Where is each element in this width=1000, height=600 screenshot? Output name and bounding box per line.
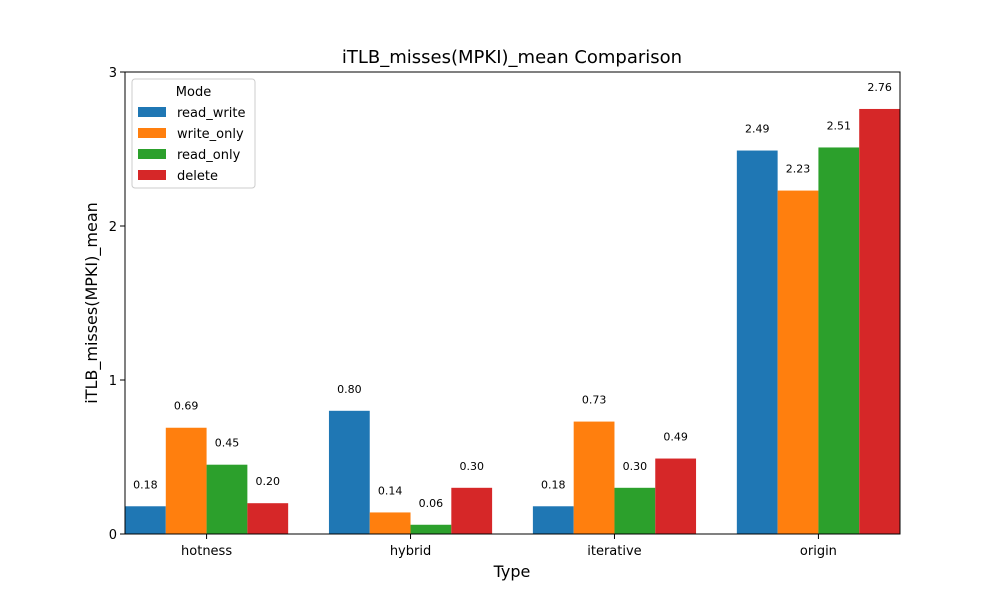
bar-delete-hybrid — [451, 487, 493, 534]
bars-layer — [125, 108, 900, 535]
bar-read_only-iterative — [614, 487, 656, 534]
bar-write_only-hybrid — [369, 512, 411, 534]
data-label-write_only-origin: 2.23 — [786, 163, 811, 176]
bar-write_only-iterative — [573, 421, 615, 534]
y-axis-title: iTLB_misses(MPKI)_mean — [82, 202, 102, 404]
data-label-read_write-origin: 2.49 — [745, 123, 770, 136]
legend-swatch-read_only — [138, 149, 166, 159]
data-label-read_write-iterative: 0.18 — [541, 478, 566, 491]
x-tick-label-hybrid: hybrid — [390, 544, 431, 559]
data-labels-layer: 0.18 0.80 0.18 2.49 0.69 0.14 0.73 2.23 0.45 0.06… — [133, 81, 892, 510]
x-tick-label-origin: origin — [800, 544, 837, 559]
x-tick-label-iterative: iterative — [587, 544, 641, 559]
legend-label-read_only: read_only — [177, 148, 241, 163]
legend-box — [131, 78, 256, 189]
bar-delete-hotness — [247, 503, 289, 534]
legend-swatch-write_only — [138, 128, 166, 138]
bar-read_only-hotness — [206, 464, 248, 534]
data-label-read_only-hybrid: 0.06 — [419, 497, 444, 510]
data-label-write_only-hybrid: 0.14 — [378, 484, 403, 497]
bar-read_write-hybrid — [328, 410, 370, 534]
bar-read_only-hybrid — [410, 524, 452, 534]
chart-title: iTLB_misses(MPKI)_mean Comparison — [342, 47, 682, 68]
data-label-delete-hotness: 0.20 — [256, 475, 281, 488]
y-tick-label-3: 3 — [109, 66, 117, 81]
data-label-read_write-hybrid: 0.80 — [337, 383, 362, 396]
x-tick-label-hotness: hotness — [181, 544, 232, 559]
data-label-read_only-origin: 2.51 — [827, 119, 852, 132]
axes-layer: 0 1 2 3 hotness hybrid iterative origin — [109, 66, 901, 559]
legend-title: Mode — [176, 85, 211, 100]
x-axis-title: Type — [493, 562, 531, 581]
plot-frame — [124, 71, 901, 535]
legend-swatch-read_write — [138, 107, 166, 117]
data-label-write_only-iterative: 0.73 — [582, 394, 607, 407]
data-label-delete-iterative: 0.49 — [663, 431, 688, 444]
bar-read_write-iterative — [532, 506, 574, 534]
bar-write_only-hotness — [165, 427, 207, 534]
bar-read_write-hotness — [125, 506, 166, 534]
data-label-delete-origin: 2.76 — [867, 81, 892, 94]
bar-read_only-origin — [818, 147, 860, 534]
data-label-delete-hybrid: 0.30 — [459, 460, 484, 473]
legend-label-read_write: read_write — [177, 106, 245, 121]
bar-write_only-origin — [777, 190, 819, 534]
y-tick-label-0: 0 — [109, 528, 117, 543]
data-label-write_only-hotness: 0.69 — [174, 400, 199, 413]
data-label-read_write-hotness: 0.18 — [133, 478, 158, 491]
y-tick-label-2: 2 — [109, 220, 117, 235]
y-tick-label-1: 1 — [109, 374, 117, 389]
data-label-read_only-iterative: 0.30 — [623, 460, 648, 473]
data-label-read_only-hotness: 0.45 — [215, 437, 240, 450]
legend-label-write_only: write_only — [177, 127, 244, 142]
legend-swatch-delete — [138, 170, 166, 180]
bar-delete-origin — [859, 108, 900, 535]
bar-delete-iterative — [655, 458, 697, 534]
legend-label-delete: delete — [177, 169, 218, 184]
bar-read_write-origin — [736, 150, 778, 535]
